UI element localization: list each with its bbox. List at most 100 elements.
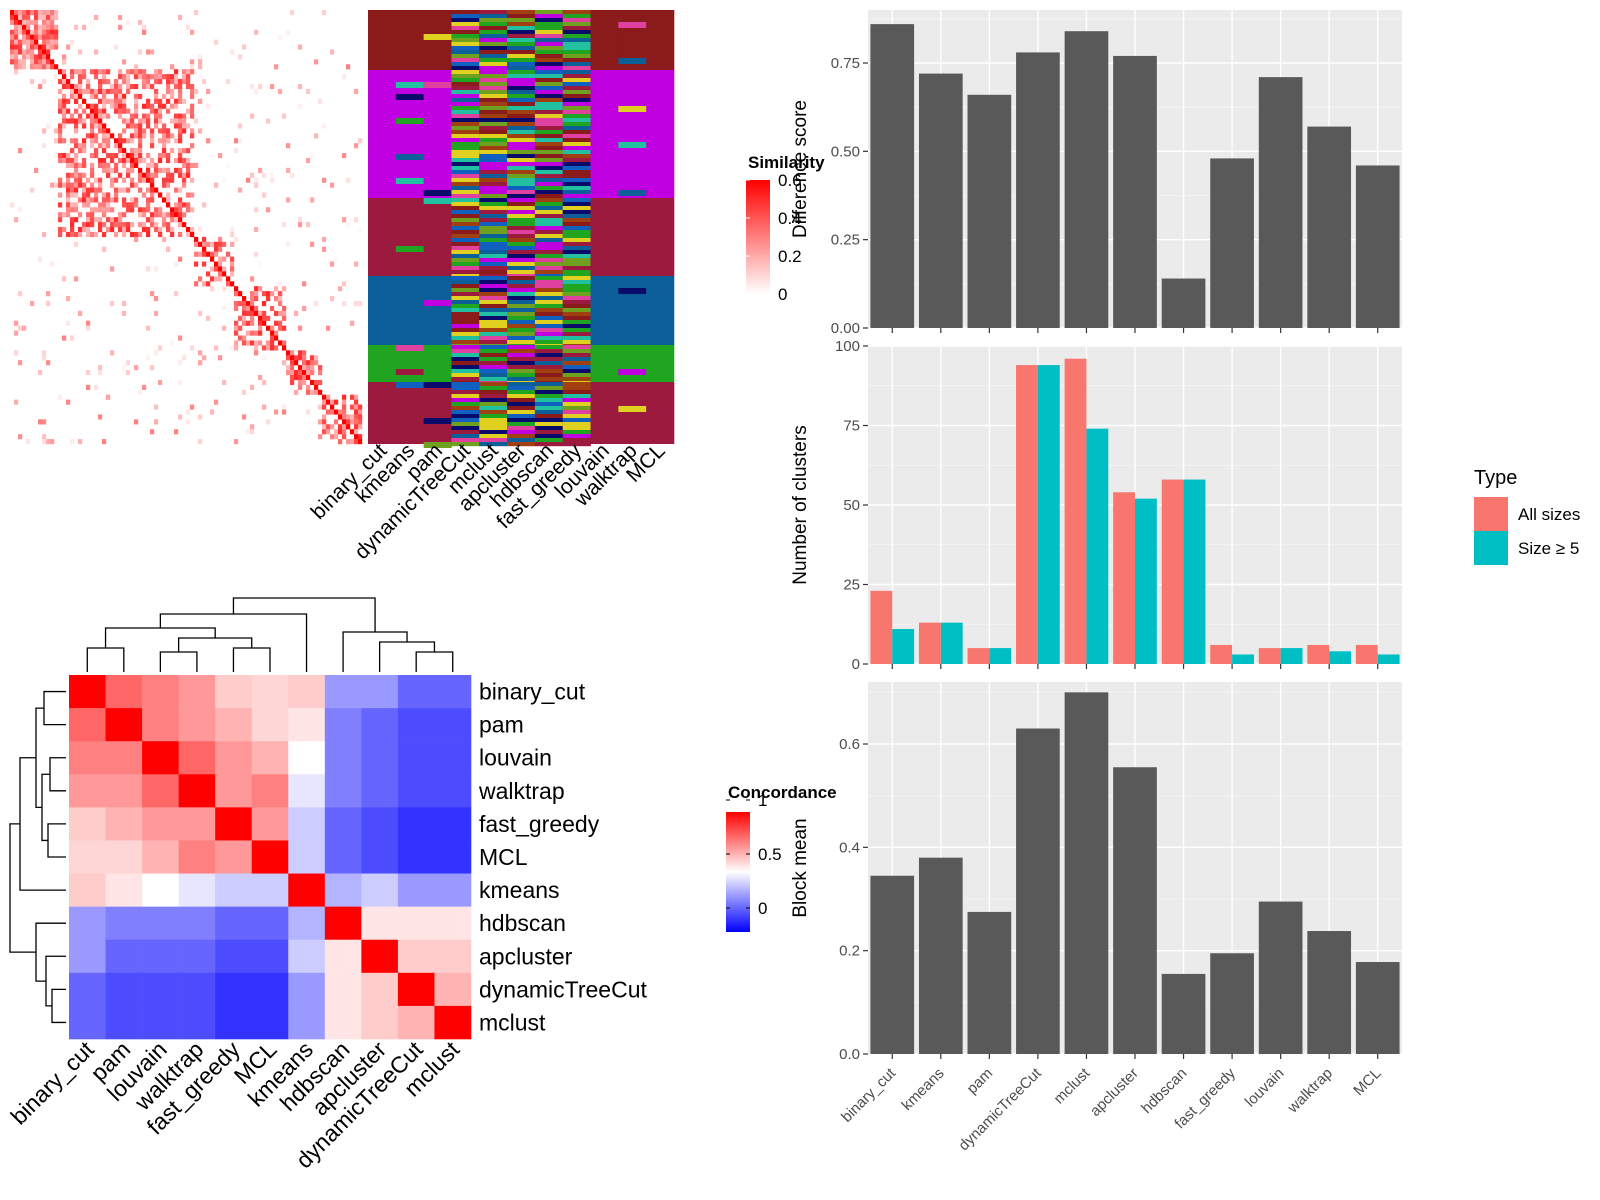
concordance-cell [397, 1005, 435, 1040]
similarity-legend-tick: 0.6 [778, 171, 802, 190]
concordance-cell [361, 708, 399, 742]
y-tick-label: 25 [843, 577, 860, 594]
concordance-cell [142, 873, 179, 907]
concordance-cell [361, 906, 399, 941]
concordance-row-label-louvain: louvain [479, 745, 552, 771]
bar-MCL-1 [1377, 654, 1400, 664]
concordance-cell [105, 741, 143, 775]
legend-key-all-sizes [1474, 497, 1508, 531]
bar-pam-1 [989, 648, 1012, 664]
bar-fast_greedy-1 [1232, 654, 1254, 664]
bar-walktrap [1307, 126, 1352, 328]
bar-mclust-1 [1086, 428, 1109, 664]
x-tick-label-apcluster: apcluster [1087, 1065, 1142, 1120]
x-tick-label-mclust: mclust [1051, 1064, 1094, 1107]
bar-apcluster-1 [1135, 498, 1157, 664]
x-tick-label-walktrap: walktrap [1284, 1065, 1336, 1117]
y-tick-label: 75 [843, 418, 860, 435]
bar-dynamicTreeCut-0 [1016, 365, 1038, 664]
similarity-legend: Similarity 0.6 0.4 0.2 0 [746, 153, 825, 304]
concordance-legend-bar [726, 812, 750, 932]
concordance-cell [142, 774, 179, 808]
concordance-cell [251, 840, 289, 874]
concordance-cell [69, 1005, 106, 1040]
concordance-cell [215, 741, 253, 775]
x-tick-label-kmeans: kmeans [898, 1065, 947, 1114]
y-tick-label: 0.00 [831, 320, 860, 337]
similarity-legend-title: Similarity [748, 153, 825, 172]
number-of-clusters-panel: 0 25 50 75 100 Number of clusters [790, 338, 1402, 673]
concordance-cell [361, 939, 399, 974]
concordance-cell [361, 1005, 399, 1040]
concordance-cell [215, 807, 253, 841]
concordance-cell [142, 840, 179, 874]
concordance-cell [361, 774, 399, 808]
concordance-row-label-binary_cut: binary_cut [479, 679, 586, 705]
annotation-column-labels: binary_cutkmeanspamdynamicTreeCutmclusta… [307, 439, 670, 564]
x-tick-label-binary_cut: binary_cut [838, 1064, 900, 1126]
similarity-legend-tick: 0 [778, 285, 787, 304]
concordance-cell [142, 1005, 179, 1040]
concordance-cell [397, 708, 435, 742]
concordance-cell [142, 939, 179, 974]
bar-walktrap-0 [1307, 644, 1330, 664]
legend-label-all-sizes: All sizes [1518, 505, 1580, 524]
bar-mclust [1064, 692, 1109, 1054]
y-axis-title: Difference score [790, 100, 811, 238]
bar-hdbscan-0 [1161, 479, 1184, 664]
concordance-row-label-walktrap: walktrap [478, 778, 565, 804]
concordance-cell [288, 708, 326, 742]
similarity-legend-tick: 0.4 [778, 209, 802, 228]
concordance-cell [251, 906, 289, 941]
concordance-cell [288, 741, 326, 775]
concordance-cell [288, 840, 326, 874]
concordance-cell [288, 675, 326, 709]
concordance-cell [215, 675, 253, 709]
bar-apcluster [1113, 55, 1157, 329]
concordance-cell [361, 972, 399, 1007]
concordance-cell [178, 873, 216, 907]
block-mean-panel: 0.0 0.2 0.4 0.6 binary_cut kmeans pamdynamicTr… [790, 682, 1402, 1154]
x-tick-label-pam: pam [964, 1065, 997, 1098]
concordance-dendrogram-top [86, 597, 454, 672]
concordance-cell [397, 774, 435, 808]
concordance-cell [178, 840, 216, 874]
concordance-cell [215, 939, 253, 974]
concordance-row-label-pam: pam [479, 712, 524, 738]
concordance-cell [69, 741, 106, 775]
bar-walktrap-1 [1329, 651, 1352, 664]
bar-walktrap [1307, 931, 1352, 1054]
bar-hdbscan [1161, 278, 1206, 328]
concordance-cell [142, 972, 179, 1007]
concordance-cell [288, 774, 326, 808]
concordance-cell [288, 972, 326, 1007]
bar-mclust-0 [1064, 358, 1087, 664]
concordance-cell [288, 1005, 326, 1040]
concordance-cell [105, 774, 143, 808]
concordance-dendrogram-left [9, 690, 66, 1024]
concordance-cell [69, 708, 106, 742]
concordance-cell [69, 873, 106, 907]
concordance-cell [324, 873, 362, 907]
y-tick-label: 0.75 [831, 55, 860, 72]
bar-binary_cut-1 [892, 629, 915, 664]
concordance-cell [434, 873, 472, 907]
y-tick-label: 50 [843, 497, 860, 514]
bar-fast_greedy-0 [1210, 644, 1233, 664]
concordance-cell [361, 675, 399, 709]
concordance-cell [69, 840, 106, 874]
concordance-cell [288, 807, 326, 841]
concordance-cell [434, 1005, 472, 1040]
x-tick-label-louvain: louvain [1242, 1065, 1288, 1111]
concordance-cell [105, 906, 143, 941]
concordance-legend-tick: 0.5 [758, 845, 782, 864]
concordance-cell [251, 873, 289, 907]
concordance-cell [105, 972, 143, 1007]
concordance-cell [69, 939, 106, 974]
concordance-cell [178, 675, 216, 709]
concordance-cell [361, 741, 399, 775]
concordance-row-label-hdbscan: hdbscan [479, 910, 566, 936]
bar-MCL-0 [1355, 644, 1378, 664]
concordance-row-label-MCL: MCL [479, 844, 528, 870]
